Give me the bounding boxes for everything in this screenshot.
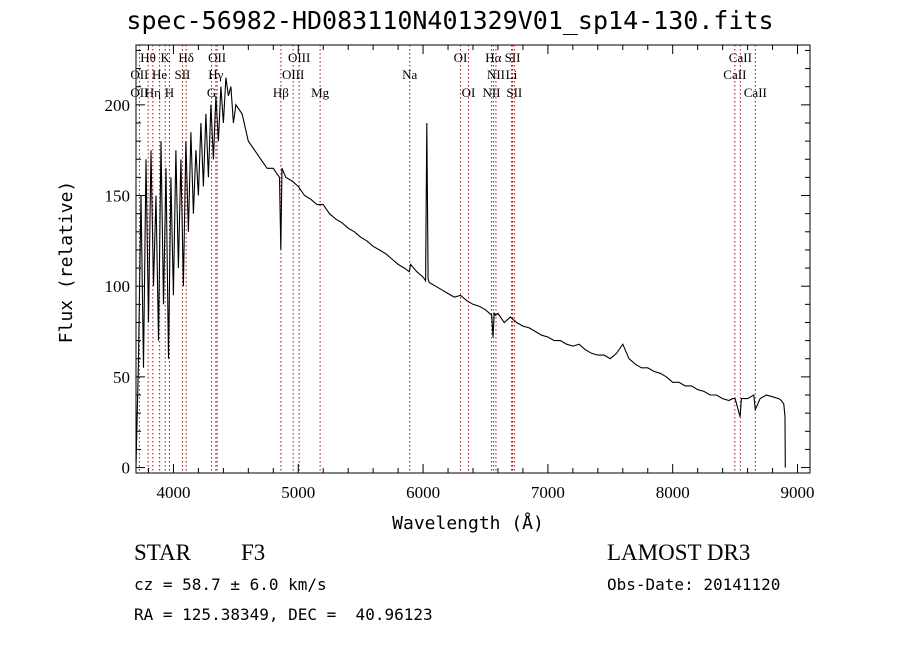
x-axis-label: Wavelength (Å) (392, 512, 544, 534)
spectral-line-label: SII (505, 50, 521, 65)
spectral-line-label: CaII (729, 50, 752, 65)
y-tick-label: 100 (105, 277, 131, 296)
coordinates: RA = 125.38349, DEC = 40.96123 (134, 605, 433, 624)
spectral-line-label: OI (462, 85, 476, 100)
x-tick-label: 9000 (781, 483, 815, 502)
spectral-line-label: G (207, 85, 216, 100)
spectral-line-label: Hα (485, 50, 501, 65)
x-tick-label: 8000 (656, 483, 690, 502)
y-axis-label: Flux (relative) (56, 181, 77, 344)
spectral-line-label: Mg (311, 85, 330, 100)
flux-line (135, 77, 786, 468)
x-tick-label: 5000 (281, 483, 315, 502)
object-type: STAR (134, 540, 191, 565)
spectral-line-label: Na (402, 67, 417, 82)
survey-name: LAMOST DR3 (607, 540, 751, 565)
subclass: F3 (241, 540, 266, 565)
spectral-line-label: OIII (288, 50, 310, 65)
spectral-line-markers (138, 45, 756, 473)
spectral-line-label: SII (506, 85, 522, 100)
spectral-line-label: He (152, 67, 167, 82)
spectral-line-labels: Hθ K Hδ OII OIII OI Hα SII CaII OII He SII Hγ OIII Na N… (130, 50, 767, 100)
plot-border (135, 44, 811, 474)
spectral-line-label: Hγ (208, 67, 223, 82)
spectral-line-label: Hδ (178, 50, 194, 65)
y-tick-label: 150 (105, 187, 131, 206)
plot-frame (135, 44, 811, 474)
x-tick-label: 7000 (531, 483, 565, 502)
spectral-line-label: SII (174, 67, 190, 82)
spectral-line-label: OII (208, 50, 226, 65)
spectral-line-label: Li (506, 67, 518, 82)
spectral-line-label: Hβ (273, 85, 289, 100)
spectral-line-label: OI (454, 50, 468, 65)
spectral-line-label: Hθ (140, 50, 156, 65)
spectral-line-label: OII (130, 85, 148, 100)
spectral-line-label: CaII (744, 85, 767, 100)
flux-series (135, 77, 786, 468)
y-tick-label: 0 (122, 459, 131, 478)
chart-title: spec-56982-HD083110N401329V01_sp14-130.f… (126, 6, 774, 35)
y-tick-label: 200 (105, 96, 131, 115)
spectral-line-label: CaII (723, 67, 746, 82)
obs-date: Obs-Date: 20141120 (607, 575, 781, 594)
spectral-line-label: H (165, 85, 174, 100)
spectral-line-label: OIII (282, 67, 304, 82)
x-tick-label: 6000 (406, 483, 440, 502)
spectral-line-label: Hη (145, 85, 161, 100)
spectral-line-label: OII (130, 67, 148, 82)
axis-ticks: 4000 5000 6000 7000 8000 9000 0 50 100 150 200 (105, 45, 815, 502)
x-tick-label: 4000 (156, 483, 190, 502)
spectral-line-label: K (161, 50, 171, 65)
spectral-line-label: NII (487, 67, 505, 82)
y-tick-label: 50 (113, 368, 130, 387)
redshift-cz: cz = 58.7 ± 6.0 km/s (134, 575, 327, 594)
spectral-line-label: NII (482, 85, 500, 100)
